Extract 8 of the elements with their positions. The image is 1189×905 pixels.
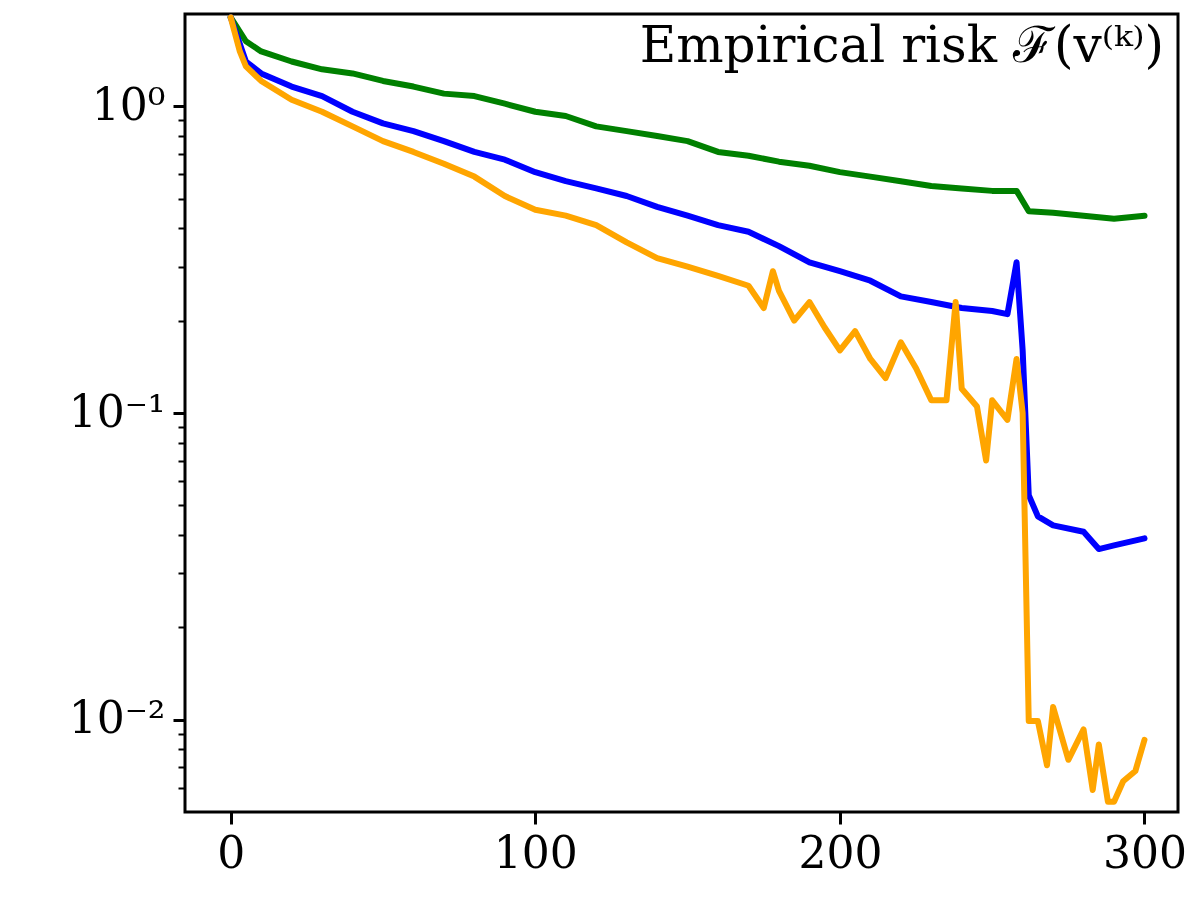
- x-tick-label: 300: [1103, 826, 1187, 878]
- x-tick-label: 200: [798, 826, 883, 878]
- y-tick-label: 10⁰: [91, 78, 166, 130]
- x-tick-label: 0: [217, 826, 246, 878]
- y-tick-label: 10⁻¹: [68, 385, 166, 437]
- x-tick-label: 100: [493, 826, 578, 878]
- y-tick-label: 10⁻²: [68, 692, 166, 744]
- annotation: Empirical risk ℱ(v⁽ᵏ⁾): [639, 16, 1164, 74]
